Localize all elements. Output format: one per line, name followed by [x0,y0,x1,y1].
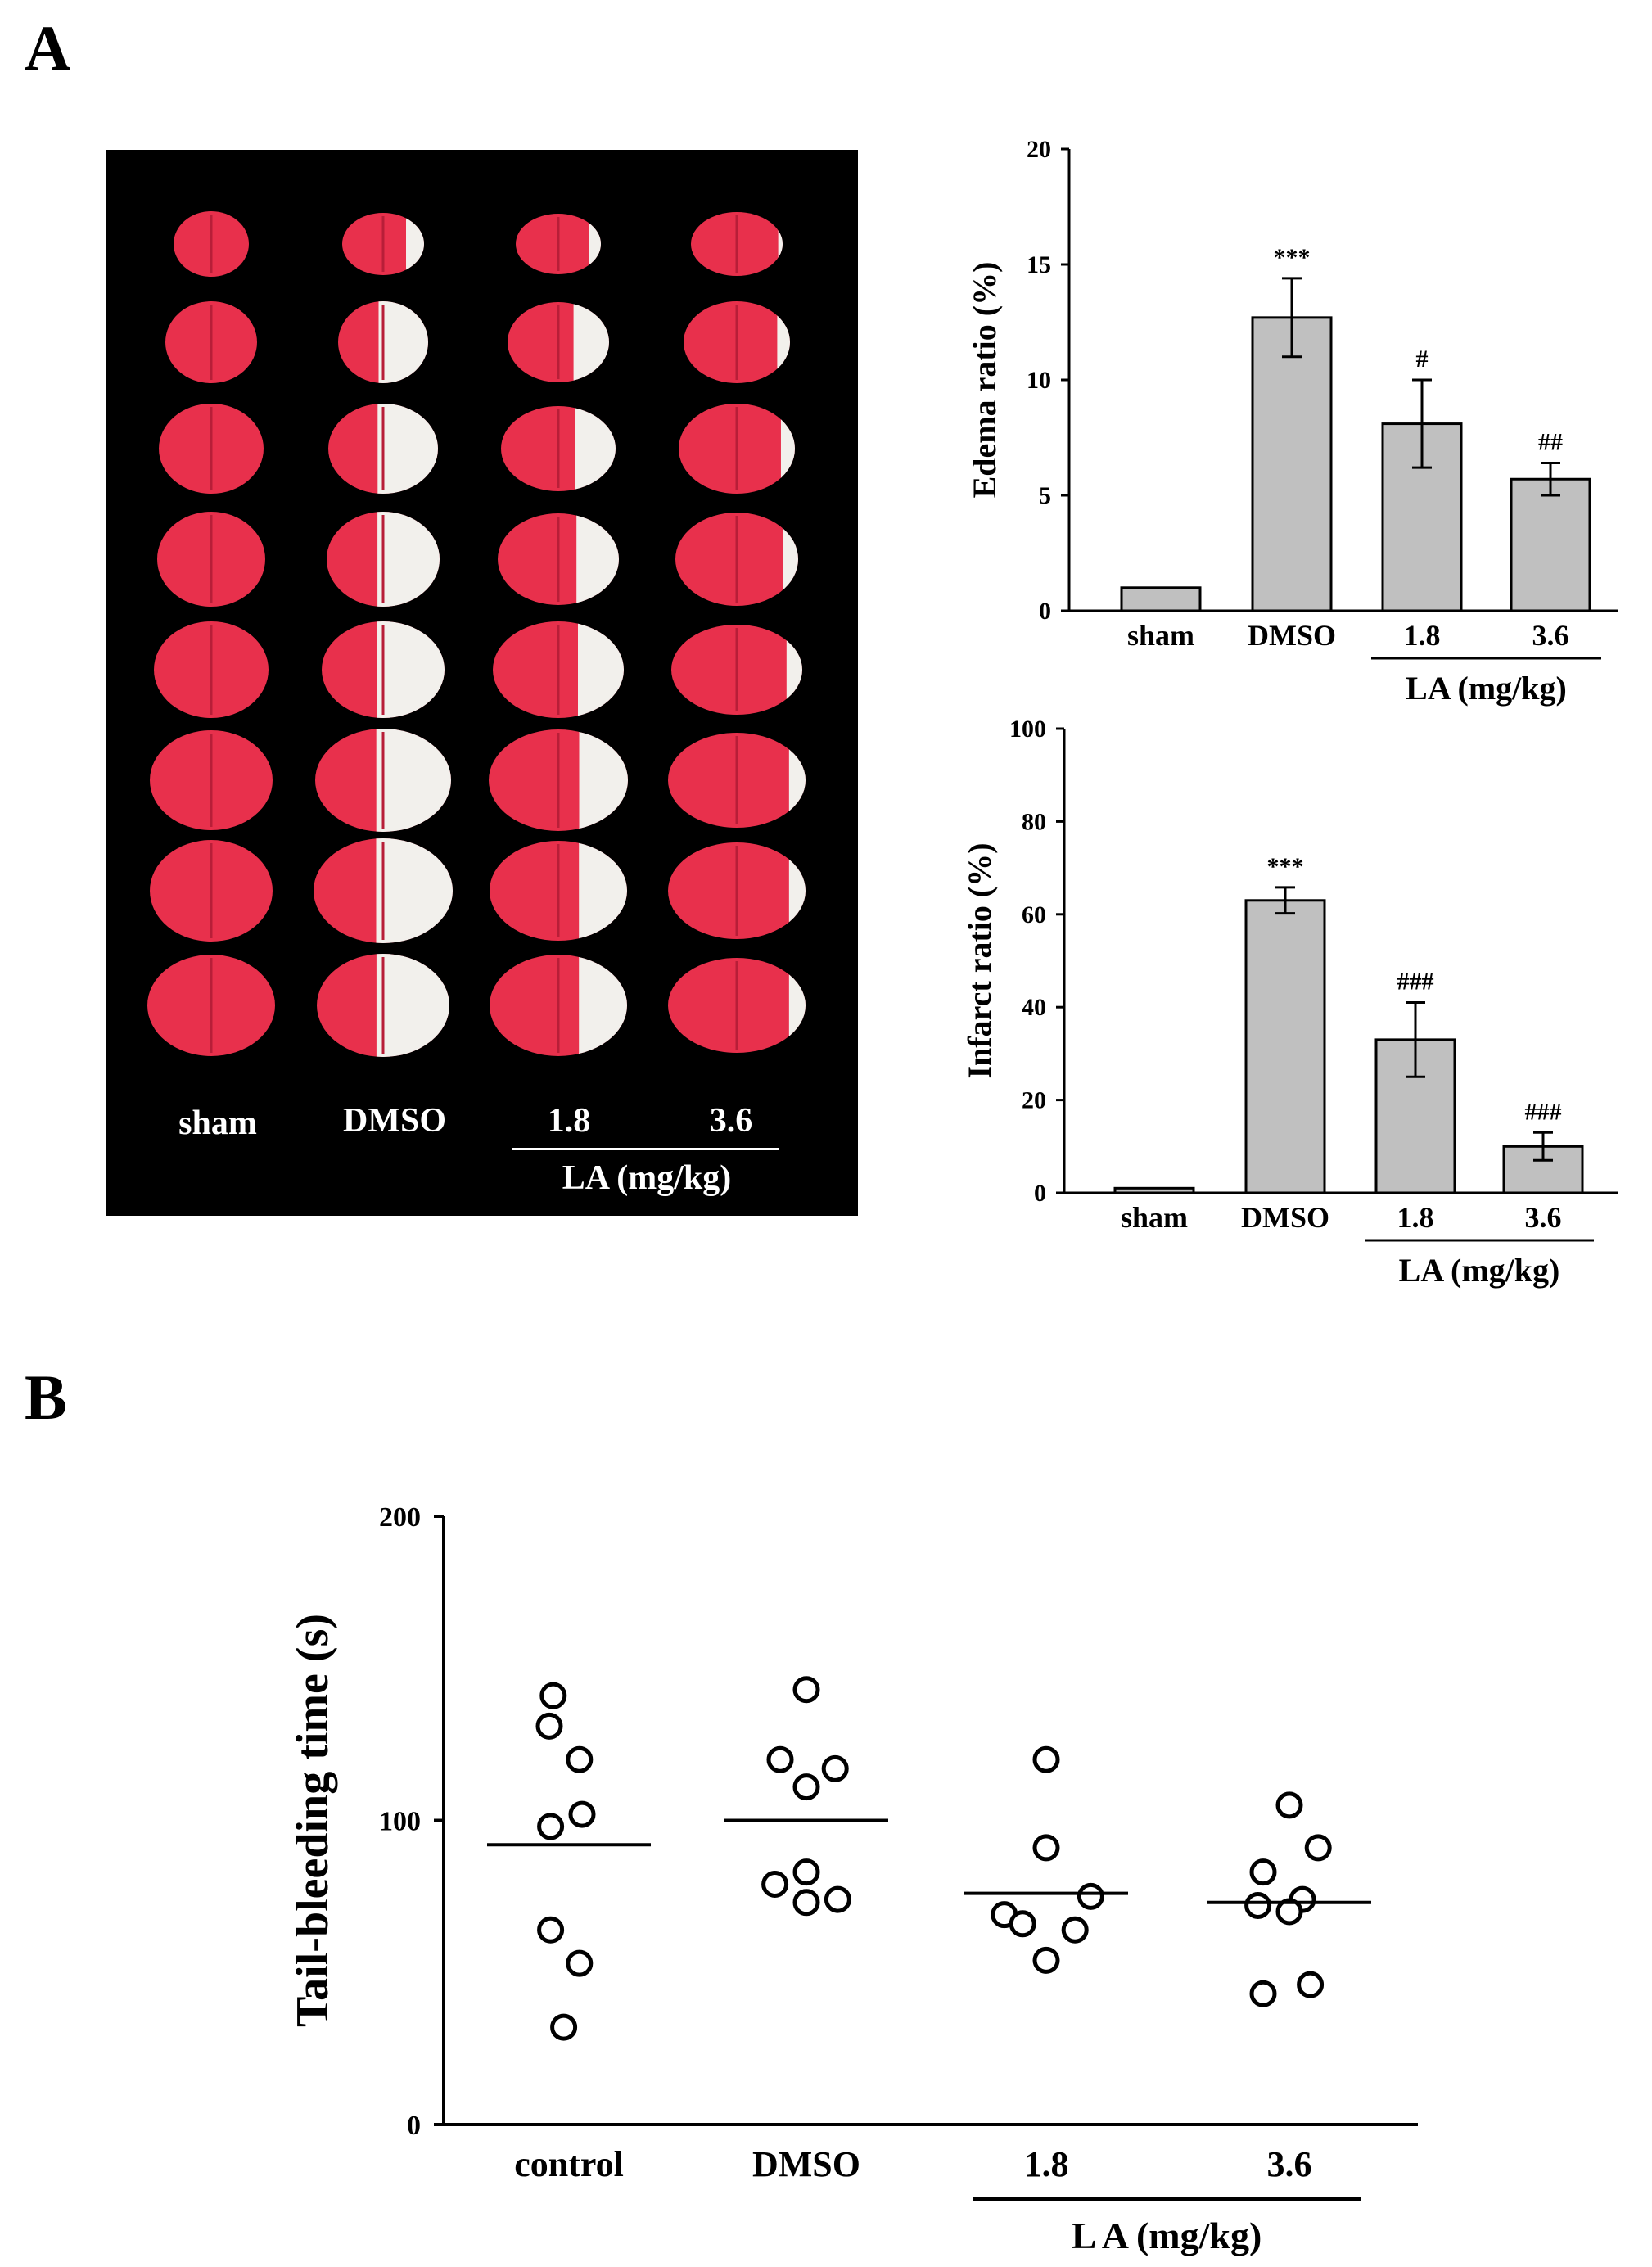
x-tick-label: 3.6 [1267,2144,1312,2184]
data-point [537,1916,565,1944]
data-point [566,1949,594,1977]
significance-label: *** [1274,244,1311,271]
data-point [1032,1946,1060,1974]
data-point [821,1754,849,1782]
y-tick-label: 0 [1034,1180,1046,1207]
x-tick-label: sham [1127,619,1194,652]
data-point [766,1745,794,1773]
brain-slice [150,730,273,830]
significance-label: ### [1397,969,1434,996]
group-label: LA (mg/kg) [1399,1252,1560,1289]
brain-slice [159,404,264,494]
y-tick-label: 60 [1022,901,1046,928]
brain-slice [516,214,601,274]
x-tick-label: 3.6 [1532,619,1569,652]
x-tick-label: 1.8 [1404,619,1441,652]
photo-label-3-6: 3.6 [709,1102,753,1140]
x-tick-label: control [514,2144,624,2184]
significance-label: ## [1538,429,1563,456]
bar [1244,899,1326,1194]
y-tick-label: 40 [1022,994,1046,1021]
y-axis-label: Infarct ratio (%) [961,842,998,1078]
data-point [824,1885,851,1913]
brain-slice [147,955,275,1056]
y-axis-label: Edema ratio (%) [966,262,1003,499]
data-point [792,1858,820,1886]
significance-label: *** [1267,853,1304,880]
data-point [550,2013,578,2041]
significance-label: # [1416,345,1429,373]
panel-b-label: B [25,1362,68,1433]
data-point [1077,1882,1104,1910]
data-point [1249,1980,1277,2007]
y-tick-label: 5 [1039,482,1051,509]
x-tick-label: 3.6 [1525,1201,1562,1234]
brain-slice [322,621,445,718]
brain-slices-photo: sham DMSO 1.8 3.6 LA (mg/kg) [106,150,858,1216]
data-point [1032,1834,1060,1862]
x-tick-label: DMSO [752,2144,860,2184]
data-point [792,1676,820,1704]
photo-group-underline [512,1148,779,1150]
photo-treatment-label: LA (mg/kg) [562,1159,732,1197]
y-tick-label: 0 [407,2111,421,2141]
y-tick-label: 80 [1022,808,1046,835]
data-point [792,1889,820,1917]
x-tick-label: 1.8 [1024,2144,1069,2184]
data-point [761,1871,789,1899]
data-point [568,1800,596,1828]
panel-a-label: A [25,12,71,84]
y-tick-label: 0 [1039,598,1051,625]
data-point [1244,1892,1272,1920]
data-point [1304,1834,1332,1862]
brain-slice [154,621,269,718]
y-tick-label: 100 [1009,716,1046,743]
y-tick-label: 200 [379,1502,421,1533]
brain-slices-svg [147,211,806,1057]
x-tick-label: sham [1121,1201,1188,1234]
data-point [1009,1910,1036,1938]
significance-label: ### [1525,1098,1562,1125]
data-point [1275,1898,1303,1926]
brain-slice [165,301,257,383]
data-point [1297,1971,1325,1998]
group-label: L A (mg/kg) [1072,2215,1262,2256]
brain-slice [327,512,440,607]
y-tick-label: 10 [1027,367,1051,394]
group-label: LA (mg/kg) [1406,670,1567,707]
brain-slice [328,404,438,494]
x-tick-label: DMSO [1241,1201,1329,1234]
photo-label-dmso: DMSO [343,1102,446,1140]
brain-slice [490,841,627,941]
brain-slice [150,840,273,942]
brain-slice [174,211,249,277]
y-axis-label: Tail-bleeding time (s) [287,1614,338,2027]
photo-label-1-8: 1.8 [547,1102,591,1140]
data-point [1061,1916,1089,1944]
y-tick-label: 100 [379,1807,421,1837]
data-point [792,1773,820,1801]
data-point [537,1813,565,1840]
data-point [566,1745,594,1773]
bar [1510,477,1591,612]
brain-slice [691,212,783,276]
bar [1113,1186,1195,1194]
y-tick-label: 15 [1027,251,1051,278]
brain-slice [684,301,790,383]
data-point [535,1712,563,1740]
bar [1251,316,1333,612]
x-tick-label: DMSO [1248,619,1336,652]
photo-label-sham: sham [178,1104,257,1142]
y-tick-label: 20 [1022,1087,1046,1114]
data-point [1032,1745,1060,1773]
y-tick-label: 20 [1027,136,1051,163]
data-point [1249,1858,1277,1886]
brain-slice [157,512,265,607]
data-point [1275,1791,1303,1819]
data-point [539,1682,567,1709]
bar [1120,586,1202,612]
x-tick-label: 1.8 [1397,1201,1434,1234]
